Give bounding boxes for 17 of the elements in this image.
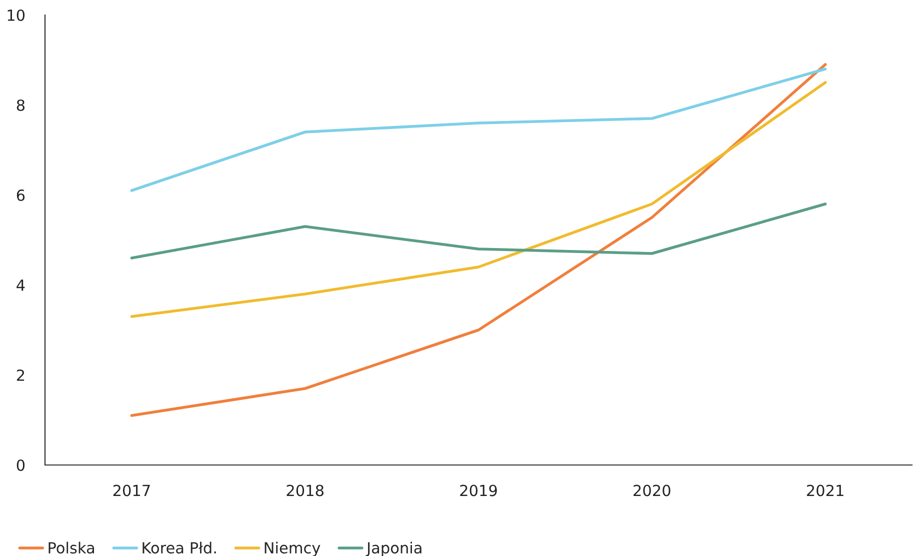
x-tick-label: 2018	[286, 484, 324, 496]
x-tick-label: 2020	[634, 484, 670, 496]
line-series	[130, 68, 827, 192]
y-tick-label: 0	[16, 459, 25, 472]
line-series	[130, 202, 827, 260]
line-series	[130, 63, 827, 417]
y-tick-label: 4	[16, 280, 25, 291]
x-tick-label: 2017	[113, 484, 150, 496]
legend-label: Korea Płd.	[142, 542, 216, 554]
x-tick-label: 2021	[806, 484, 844, 496]
line-series	[130, 81, 827, 318]
y-tick-label: 6	[16, 189, 25, 202]
y-tick-label: 2	[16, 369, 24, 381]
y-tick-label: 8	[16, 99, 25, 112]
y-tick-label: 10	[8, 9, 25, 22]
legend-label: Polska	[48, 542, 94, 554]
x-tick-label: 2019	[460, 484, 497, 496]
